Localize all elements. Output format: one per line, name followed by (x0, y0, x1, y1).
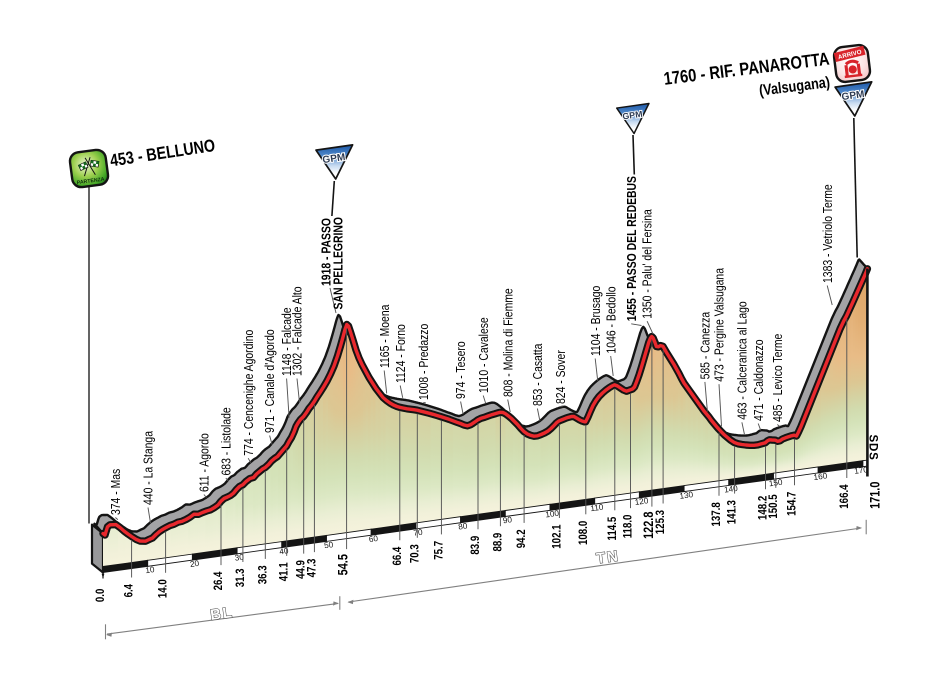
svg-text:463 - Calceranica al Lago: 463 - Calceranica al Lago (735, 301, 750, 420)
svg-text:88.9: 88.9 (490, 533, 504, 552)
svg-text:971 - Canale d'Agordo: 971 - Canale d'Agordo (262, 329, 277, 433)
svg-text:683 - Listolade: 683 - Listolade (218, 407, 233, 475)
svg-text:774 - Cencenighe Agordino: 774 - Cencenighe Agordino (241, 330, 256, 456)
svg-text:40: 40 (279, 546, 290, 556)
svg-text:1104 - Brusago: 1104 - Brusago (588, 286, 603, 356)
svg-text:94.2: 94.2 (514, 529, 528, 548)
svg-text:114.5: 114.5 (605, 517, 619, 541)
svg-text:1124 - Forno: 1124 - Forno (393, 324, 408, 383)
svg-text:1350 - Palu' del Fersina: 1350 - Palu' del Fersina (640, 209, 655, 319)
svg-text:60: 60 (368, 534, 379, 544)
svg-text:SAN PELLEGRINO: SAN PELLEGRINO (331, 217, 346, 310)
svg-text:108.0: 108.0 (576, 521, 590, 545)
svg-text:440 - La Stanga: 440 - La Stanga (141, 430, 156, 505)
svg-text:50: 50 (324, 540, 335, 550)
svg-text:150.5: 150.5 (766, 494, 780, 518)
svg-text:853 - Casatta: 853 - Casatta (530, 343, 545, 406)
svg-text:47.3: 47.3 (304, 559, 318, 578)
svg-text:130: 130 (679, 490, 694, 501)
svg-text:100: 100 (545, 509, 560, 520)
svg-text:20: 20 (189, 559, 200, 569)
svg-text:974 - Tesero: 974 - Tesero (453, 341, 468, 399)
svg-text:36.3: 36.3 (255, 565, 269, 584)
svg-text:0.0: 0.0 (93, 589, 107, 602)
svg-text:137.8: 137.8 (709, 502, 723, 526)
svg-text:154.7: 154.7 (785, 492, 799, 516)
svg-text:473 - Pergine Valsugana: 473 - Pergine Valsugana (712, 267, 727, 381)
svg-text:374 - Mas: 374 - Mas (108, 468, 123, 515)
svg-text:83.9: 83.9 (468, 536, 482, 555)
svg-text:SDS: SDS (867, 435, 879, 461)
svg-text:1165 - Moena: 1165 - Moena (377, 304, 392, 368)
svg-text:75.7: 75.7 (431, 541, 445, 560)
svg-text:1010 - Cavalese: 1010 - Cavalese (476, 317, 491, 393)
svg-text:171.0: 171.0 (867, 481, 883, 508)
svg-text:66.4: 66.4 (390, 547, 404, 566)
svg-text:485 - Levico Terme: 485 - Levico Terme (770, 334, 785, 422)
svg-text:110: 110 (590, 503, 605, 514)
svg-text:125.3: 125.3 (653, 510, 667, 534)
svg-text:70: 70 (413, 528, 424, 538)
svg-text:1383 - Vetriolo Terme: 1383 - Vetriolo Terme (820, 184, 835, 283)
svg-text:TN: TN (595, 548, 620, 568)
svg-text:120: 120 (634, 496, 649, 507)
svg-text:471 - Caldonazzo: 471 - Caldonazzo (751, 340, 766, 422)
svg-text:26.4: 26.4 (211, 572, 225, 591)
svg-text:611 - Agordo: 611 - Agordo (197, 433, 212, 492)
svg-text:1455 - PASSO DEL REDEBUS: 1455 - PASSO DEL REDEBUS (624, 176, 639, 322)
svg-text:90: 90 (502, 515, 513, 525)
svg-text:824 - Sover: 824 - Sover (553, 350, 568, 404)
svg-text:166.4: 166.4 (837, 484, 851, 508)
svg-text:BL: BL (209, 604, 234, 624)
svg-text:1302 - Falcade Alto: 1302 - Falcade Alto (290, 286, 305, 376)
svg-text:808 - Molina di Fiemme: 808 - Molina di Fiemme (500, 288, 515, 397)
svg-text:31.3: 31.3 (233, 568, 247, 587)
svg-text:102.1: 102.1 (549, 524, 563, 548)
svg-text:70.3: 70.3 (407, 544, 421, 563)
svg-text:140: 140 (724, 484, 739, 495)
svg-text:1008 - Predazzo: 1008 - Predazzo (416, 324, 431, 400)
svg-text:14.0: 14.0 (156, 579, 170, 598)
svg-text:1046 - Bedollo: 1046 - Bedollo (603, 286, 618, 353)
svg-text:54.5: 54.5 (335, 554, 351, 575)
svg-text:160: 160 (813, 471, 828, 482)
svg-text:585 - Canezza: 585 - Canezza (698, 311, 713, 379)
svg-text:6.4: 6.4 (122, 584, 136, 597)
svg-text:141.3: 141.3 (725, 500, 739, 524)
svg-text:80: 80 (458, 521, 469, 531)
svg-text:10: 10 (145, 565, 156, 575)
svg-text:118.0: 118.0 (621, 515, 635, 539)
svg-text:41.1: 41.1 (277, 562, 291, 581)
